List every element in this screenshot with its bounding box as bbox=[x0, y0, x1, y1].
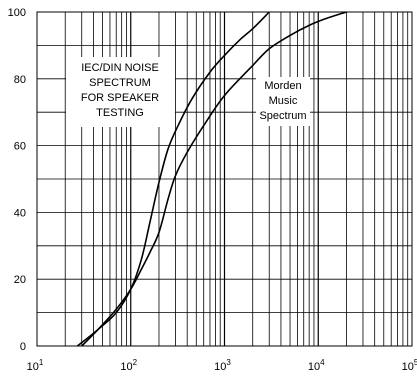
x-tick-labels: 101 102 103 104 105 bbox=[27, 358, 417, 373]
annotation-morden-line-1: Morden bbox=[264, 80, 301, 92]
x-tick-label: 101 bbox=[27, 358, 44, 373]
x-tick-label: 104 bbox=[308, 358, 325, 373]
annotation-morden-line-2: Music bbox=[269, 95, 298, 107]
x-tick-label: 105 bbox=[402, 358, 417, 373]
x-tick-label: 102 bbox=[120, 358, 137, 373]
y-tick-label: 60 bbox=[14, 141, 26, 153]
y-tick-label: 80 bbox=[14, 74, 26, 86]
y-tick-label: 20 bbox=[14, 274, 26, 286]
annotation-morden-background bbox=[256, 77, 310, 126]
annotation-iec: IEC/DIN NOISE SPECTRUM FOR SPEAKER TESTI… bbox=[66, 57, 175, 127]
annotation-morden: Morden Music Spectrum bbox=[256, 77, 310, 126]
series-group bbox=[76, 11, 347, 347]
annotation-iec-line-3: FOR SPEAKER bbox=[81, 92, 159, 104]
plot-frame bbox=[36, 11, 413, 347]
annotation-morden-line-3: Spectrum bbox=[259, 110, 306, 122]
y-tick-label: 0 bbox=[20, 341, 26, 353]
y-tick-label: 40 bbox=[14, 207, 26, 219]
annotation-iec-line-2: SPECTRUM bbox=[89, 77, 151, 89]
annotation-iec-line-4: TESTING bbox=[96, 107, 144, 119]
y-tick-label: 100 bbox=[8, 7, 26, 19]
x-tick-label: 103 bbox=[214, 358, 231, 373]
annotation-iec-background bbox=[66, 57, 175, 127]
series-line-2 bbox=[81, 11, 347, 347]
y-tick-labels: 0 20 40 60 80 100 bbox=[8, 7, 26, 353]
series-line-1 bbox=[76, 11, 270, 347]
annotation-iec-line-1: IEC/DIN NOISE bbox=[81, 62, 159, 74]
